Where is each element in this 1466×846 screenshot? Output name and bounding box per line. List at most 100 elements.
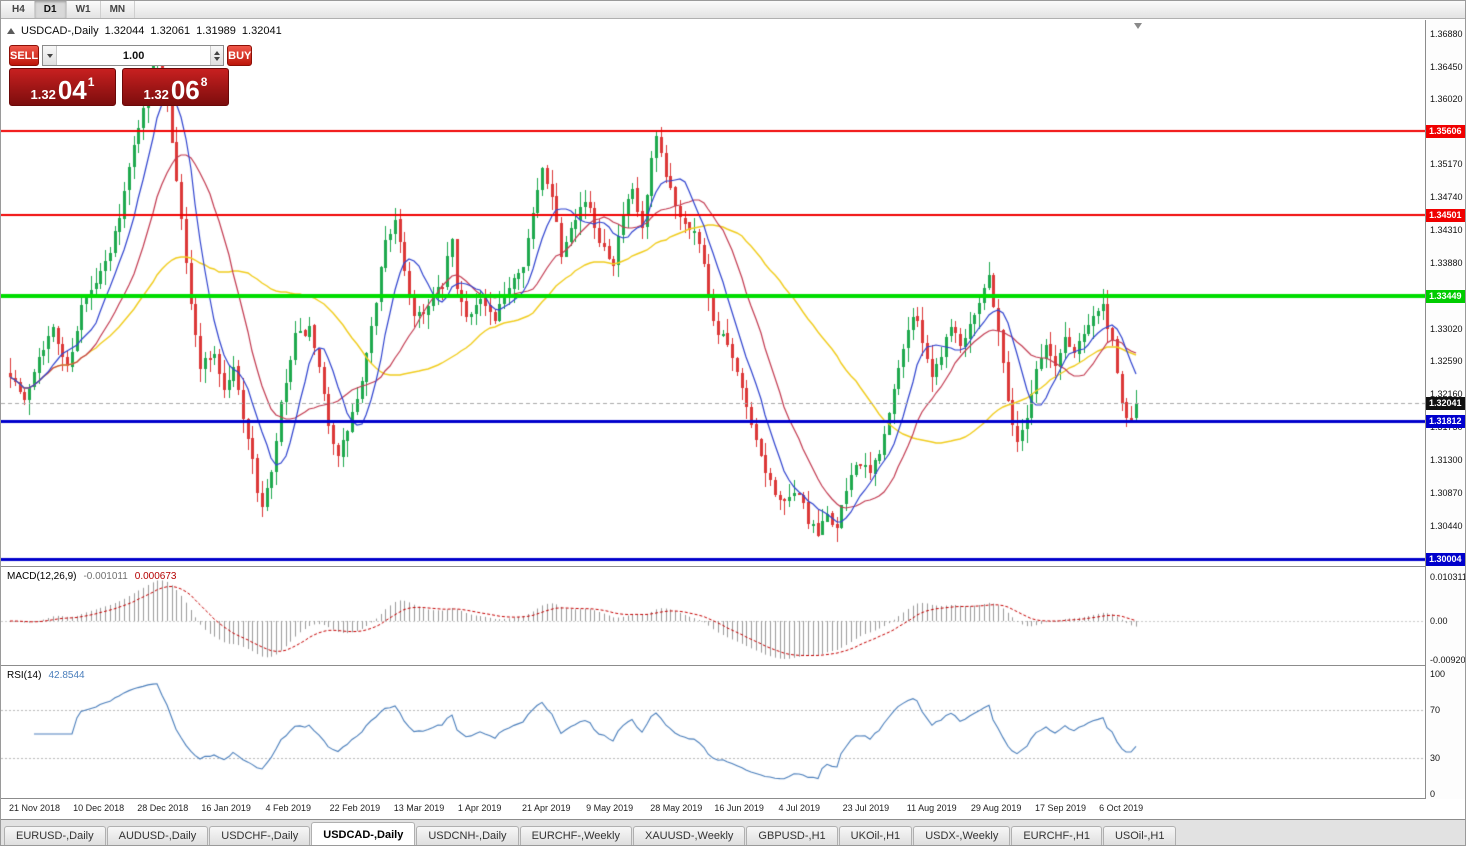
ohlc-close-value: 1.32041 xyxy=(241,25,282,37)
price-axis-tick: 1.33880 xyxy=(1430,257,1463,268)
chart-ohlc-header: USDCAD-,Daily 1.32044 1.32061 1.31989 1.… xyxy=(7,25,282,37)
macd-label: MACD(12,26,9) xyxy=(7,571,77,582)
buy-price-button[interactable]: 1.32 06 8 xyxy=(122,68,229,106)
macd-indicator-canvas[interactable] xyxy=(1,567,1425,665)
price-axis-tick: 1.32590 xyxy=(1430,356,1463,367)
buy-button[interactable]: BUY xyxy=(227,45,253,66)
date-axis-label: 16 Jun 2019 xyxy=(714,803,764,813)
macd-signal-value: 0.000673 xyxy=(134,571,177,582)
volume-input[interactable] xyxy=(57,46,211,65)
price-chart-canvas[interactable] xyxy=(1,20,1425,566)
stepper-up-icon[interactable] xyxy=(214,50,221,55)
rsi-axis-label: 30 xyxy=(1430,753,1441,763)
date-axis: 21 Nov 2018 10 Dec 2018 28 Dec 2018 16 Jan … xyxy=(1,799,1425,819)
macd-axis-label: 0.010311 xyxy=(1430,572,1466,582)
date-axis-label: 22 Feb 2019 xyxy=(329,803,381,813)
symbol-tab-audusd-daily[interactable]: AUDUSD-,Daily xyxy=(106,826,209,845)
date-axis-label: 4 Feb 2019 xyxy=(265,803,312,813)
ohlc-high-value: 1.32061 xyxy=(150,25,191,37)
pane-separator xyxy=(1,798,1465,799)
symbol-tab-gbpusd-h1[interactable]: GBPUSD-,H1 xyxy=(746,826,838,845)
date-axis-label: 10 Dec 2018 xyxy=(73,803,125,813)
pane-separator[interactable] xyxy=(1,665,1465,666)
date-axis-label: 1 Apr 2019 xyxy=(457,803,502,813)
volume-dropdown-button[interactable] xyxy=(43,46,58,65)
macd-main-value: -0.001011 xyxy=(83,571,128,582)
symbol-tab-usdcnh-daily[interactable]: USDCNH-,Daily xyxy=(416,826,519,845)
date-axis-label: 17 Sep 2019 xyxy=(1035,803,1087,813)
price-line-tag: 1.32041 xyxy=(1426,397,1465,411)
symbol-tab-usoil-h1[interactable]: USOil-,H1 xyxy=(1102,826,1177,845)
date-axis-label: 13 Mar 2019 xyxy=(393,803,445,813)
chevron-down-icon xyxy=(46,53,53,58)
date-axis-label: 9 May 2019 xyxy=(586,803,634,813)
stepper-down-icon[interactable] xyxy=(214,56,221,61)
buy-price-pip: 8 xyxy=(200,75,208,89)
date-axis-label: 4 Jul 2019 xyxy=(778,803,821,813)
timeframe-button-h4[interactable]: H4 xyxy=(3,1,35,18)
volume-field[interactable] xyxy=(42,45,225,66)
buy-price-main: 06 xyxy=(170,74,200,105)
price-axis-tick: 1.36020 xyxy=(1430,94,1463,105)
price-axis-tick: 1.34740 xyxy=(1430,192,1463,203)
rsi-header: RSI(14) 42.8544 xyxy=(7,670,85,681)
price-axis-tick: 1.36880 xyxy=(1430,28,1463,39)
price-axis[interactable]: 1.36880 1.36450 1.36020 1.35170 1.34740 1.343… xyxy=(1425,20,1466,799)
symbol-tab-usdx-weekly[interactable]: USDX-,Weekly xyxy=(913,826,1011,845)
timeframe-button-w1[interactable]: W1 xyxy=(67,1,101,18)
date-axis-label: 6 Oct 2019 xyxy=(1099,803,1144,813)
price-axis-tick: 1.30440 xyxy=(1430,520,1463,531)
price-axis-tick: 1.32160 xyxy=(1430,389,1463,400)
collapse-trade-panel-icon[interactable] xyxy=(7,28,15,34)
rsi-indicator-canvas[interactable] xyxy=(1,666,1425,798)
price-axis-tick: 1.35170 xyxy=(1430,159,1463,170)
ohlc-low-value: 1.31989 xyxy=(196,25,236,37)
sell-price-pip: 1 xyxy=(87,75,95,89)
symbol-tab-xauusd-weekly[interactable]: XAUUSD-,Weekly xyxy=(632,826,746,845)
symbol-tab-eurchf-h1[interactable]: EURCHF-,H1 xyxy=(1011,826,1102,845)
macd-axis-label: -0.009203 xyxy=(1430,655,1466,665)
one-click-trade-panel: SELL BUY 1.32 04 1 1.32 06 xyxy=(9,45,253,106)
volume-stepper[interactable] xyxy=(210,46,224,65)
sell-price-prefix: 1.32 xyxy=(30,87,56,102)
symbol-tab-bar: EURUSD-,Daily AUDUSD-,Daily USDCHF-,Daily U… xyxy=(1,819,1465,845)
price-line-tag: 1.33449 xyxy=(1426,289,1465,303)
symbol-tab-eurchf-weekly[interactable]: EURCHF-,Weekly xyxy=(519,826,632,845)
macd-axis-label: 0.00 xyxy=(1430,616,1448,626)
symbol-tab-ukoil-h1[interactable]: UKOil-,H1 xyxy=(838,826,913,845)
date-axis-label: 21 Nov 2018 xyxy=(9,803,61,813)
price-line-tag: 1.30004 xyxy=(1426,552,1465,566)
rsi-value: 42.8544 xyxy=(48,670,85,681)
rsi-axis-label: 0 xyxy=(1430,789,1436,799)
chart-symbol-label: USDCAD-,Daily xyxy=(21,25,99,37)
sell-price-button[interactable]: 1.32 04 1 xyxy=(9,68,116,106)
trade-panel-prices: 1.32 04 1 1.32 06 8 xyxy=(9,68,229,106)
chart-shift-marker-icon xyxy=(1134,23,1142,29)
buy-price-prefix: 1.32 xyxy=(143,87,169,102)
price-axis-tick: 1.30870 xyxy=(1430,487,1463,498)
symbol-tab-usdchf-daily[interactable]: USDCHF-,Daily xyxy=(209,826,311,845)
date-axis-label: 28 May 2019 xyxy=(650,803,703,813)
timeframe-button-d1[interactable]: D1 xyxy=(34,1,67,18)
sell-button[interactable]: SELL xyxy=(9,45,40,66)
macd-header: MACD(12,26,9) -0.001011 0.000673 xyxy=(7,571,176,582)
symbol-tab-usdcad-daily[interactable]: USDCAD-,Daily xyxy=(311,822,416,845)
sell-price-main: 04 xyxy=(57,74,87,105)
price-axis-tick: 1.36450 xyxy=(1430,61,1463,72)
price-axis-tick: 1.33020 xyxy=(1430,323,1463,334)
rsi-axis-label: 70 xyxy=(1430,705,1441,715)
date-axis-label: 28 Dec 2018 xyxy=(137,803,189,813)
timeframe-button-mn[interactable]: MN xyxy=(101,1,136,18)
trade-panel-controls: SELL BUY xyxy=(9,45,253,66)
date-axis-label: 29 Aug 2019 xyxy=(970,803,1022,813)
date-axis-label: 11 Aug 2019 xyxy=(906,803,957,813)
date-axis-label: 21 Apr 2019 xyxy=(522,803,571,813)
timeframe-toolbar: H4 D1 W1 MN xyxy=(1,1,1465,19)
pane-separator[interactable] xyxy=(1,566,1465,567)
date-axis-label: 23 Jul 2019 xyxy=(842,803,890,813)
price-axis-tick: 1.34310 xyxy=(1430,225,1463,235)
symbol-tab-eurusd-daily[interactable]: EURUSD-,Daily xyxy=(4,826,106,845)
rsi-label: RSI(14) xyxy=(7,670,42,681)
date-axis-label: 16 Jan 2019 xyxy=(201,803,251,813)
